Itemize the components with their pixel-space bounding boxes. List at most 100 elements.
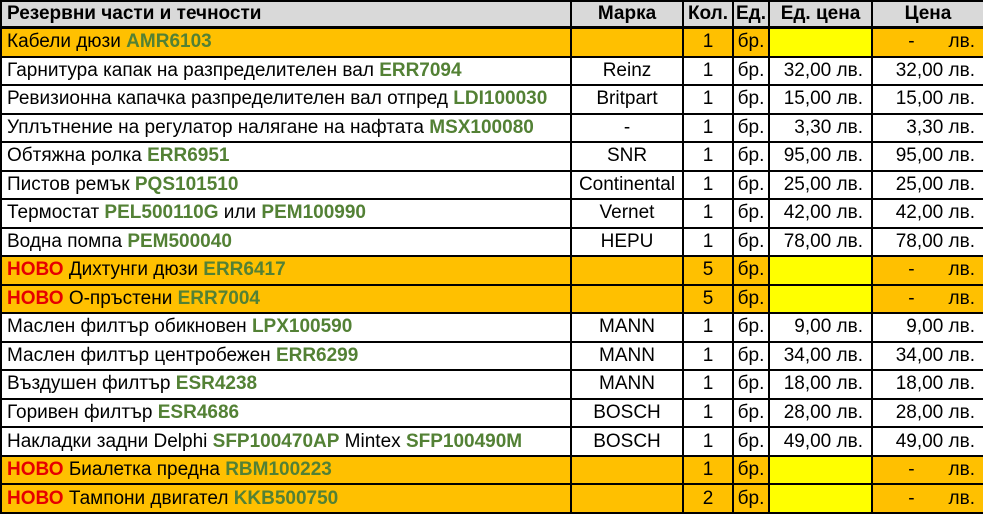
brand-cell[interactable] — [570, 454, 684, 486]
price-cell[interactable]: 18,00 лв. — [871, 369, 983, 400]
part-name-cell[interactable]: Водна помпа PEM500040 — [0, 226, 572, 258]
part-name-cell[interactable]: Маслен филтър обикновен LPX100590 — [0, 312, 572, 343]
price-cell[interactable]: 95,00 лв. — [871, 141, 983, 172]
unit-cell[interactable]: бр. — [732, 226, 770, 258]
part-name-cell[interactable]: Накладки задни Delphi SFP100470AP Mintex… — [0, 426, 572, 457]
price-cell[interactable]: - лв. — [871, 454, 983, 486]
quantity-cell[interactable]: 1 — [682, 340, 734, 372]
column-header-unit-price[interactable]: Ед. цена — [768, 0, 873, 29]
unit-cell[interactable]: бр. — [732, 483, 770, 514]
price-cell[interactable]: 32,00 лв. — [871, 55, 983, 87]
unit-cell[interactable]: бр. — [732, 340, 770, 372]
quantity-cell[interactable]: 1 — [682, 426, 734, 457]
quantity-cell[interactable]: 5 — [682, 283, 734, 315]
brand-cell[interactable] — [570, 255, 684, 286]
unit-price-cell[interactable] — [768, 283, 873, 315]
part-name-cell[interactable]: Ревизионна капачка разпределителен вал о… — [0, 84, 572, 115]
brand-cell[interactable]: Reinz — [570, 55, 684, 87]
unit-price-cell[interactable]: 25,00 лв. — [768, 169, 873, 201]
price-cell[interactable]: 49,00 лв. — [871, 426, 983, 457]
unit-cell[interactable]: бр. — [732, 454, 770, 486]
quantity-cell[interactable]: 5 — [682, 255, 734, 286]
part-name-cell[interactable]: НОВО Тампони двигател KKB500750 — [0, 483, 572, 514]
price-cell[interactable]: - лв. — [871, 283, 983, 315]
brand-cell[interactable]: Vernet — [570, 198, 684, 229]
part-name-cell[interactable]: Горивен филтър ESR4686 — [0, 397, 572, 429]
brand-cell[interactable]: SNR — [570, 141, 684, 172]
price-cell[interactable]: 78,00 лв. — [871, 226, 983, 258]
brand-cell[interactable]: MANN — [570, 340, 684, 372]
part-name-cell[interactable]: Термостат PEL500110G или PEM100990 — [0, 198, 572, 229]
unit-price-cell[interactable]: 78,00 лв. — [768, 226, 873, 258]
unit-price-cell[interactable] — [768, 483, 873, 514]
part-name-cell[interactable]: Гарнитура капак на разпределителен вал E… — [0, 55, 572, 87]
part-name-cell[interactable]: Маслен филтър центробежен ERR6299 — [0, 340, 572, 372]
quantity-cell[interactable]: 1 — [682, 55, 734, 87]
unit-price-cell[interactable]: 34,00 лв. — [768, 340, 873, 372]
unit-price-cell[interactable]: 49,00 лв. — [768, 426, 873, 457]
part-name-cell[interactable]: Кабели дюзи AMR6103 — [0, 26, 572, 58]
column-header-brand[interactable]: Марка — [570, 0, 684, 29]
unit-price-cell[interactable]: 32,00 лв. — [768, 55, 873, 87]
column-header-name[interactable]: Резервни части и течности — [0, 0, 572, 29]
part-name-cell[interactable]: НОВО Биалетка предна RBM100223 — [0, 454, 572, 486]
unit-cell[interactable]: бр. — [732, 26, 770, 58]
price-cell[interactable]: 9,00 лв. — [871, 312, 983, 343]
part-name-cell[interactable]: НОВО О-пръстени ERR7004 — [0, 283, 572, 315]
brand-cell[interactable]: MANN — [570, 312, 684, 343]
unit-price-cell[interactable]: 95,00 лв. — [768, 141, 873, 172]
part-name-cell[interactable]: Въздушен филтър ESR4238 — [0, 369, 572, 400]
unit-cell[interactable]: бр. — [732, 141, 770, 172]
unit-cell[interactable]: бр. — [732, 55, 770, 87]
price-cell[interactable]: - лв. — [871, 255, 983, 286]
quantity-cell[interactable]: 1 — [682, 141, 734, 172]
quantity-cell[interactable]: 1 — [682, 112, 734, 144]
unit-price-cell[interactable]: 42,00 лв. — [768, 198, 873, 229]
quantity-cell[interactable]: 1 — [682, 454, 734, 486]
unit-cell[interactable]: бр. — [732, 426, 770, 457]
price-cell[interactable]: 3,30 лв. — [871, 112, 983, 144]
quantity-cell[interactable]: 1 — [682, 312, 734, 343]
column-header-qty[interactable]: Кол. — [682, 0, 734, 29]
brand-cell[interactable]: Continental — [570, 169, 684, 201]
price-cell[interactable]: 42,00 лв. — [871, 198, 983, 229]
quantity-cell[interactable]: 2 — [682, 483, 734, 514]
unit-cell[interactable]: бр. — [732, 312, 770, 343]
unit-price-cell[interactable]: 28,00 лв. — [768, 397, 873, 429]
price-cell[interactable]: 34,00 лв. — [871, 340, 983, 372]
price-cell[interactable]: - лв. — [871, 483, 983, 514]
unit-cell[interactable]: бр. — [732, 169, 770, 201]
unit-cell[interactable]: бр. — [732, 283, 770, 315]
unit-price-cell[interactable] — [768, 255, 873, 286]
quantity-cell[interactable]: 1 — [682, 26, 734, 58]
brand-cell[interactable]: MANN — [570, 369, 684, 400]
column-header-unit[interactable]: Ед. — [732, 0, 770, 29]
unit-price-cell[interactable]: 15,00 лв. — [768, 84, 873, 115]
price-cell[interactable]: 15,00 лв. — [871, 84, 983, 115]
part-name-cell[interactable]: Обтяжна ролка ERR6951 — [0, 141, 572, 172]
brand-cell[interactable]: - — [570, 112, 684, 144]
brand-cell[interactable]: Britpart — [570, 84, 684, 115]
unit-cell[interactable]: бр. — [732, 397, 770, 429]
brand-cell[interactable]: BOSCH — [570, 397, 684, 429]
part-name-cell[interactable]: НОВО Дихтунги дюзи ERR6417 — [0, 255, 572, 286]
quantity-cell[interactable]: 1 — [682, 226, 734, 258]
unit-price-cell[interactable]: 9,00 лв. — [768, 312, 873, 343]
price-cell[interactable]: 25,00 лв. — [871, 169, 983, 201]
quantity-cell[interactable]: 1 — [682, 169, 734, 201]
quantity-cell[interactable]: 1 — [682, 84, 734, 115]
unit-price-cell[interactable]: 18,00 лв. — [768, 369, 873, 400]
unit-cell[interactable]: бр. — [732, 369, 770, 400]
unit-cell[interactable]: бр. — [732, 112, 770, 144]
unit-cell[interactable]: бр. — [732, 84, 770, 115]
part-name-cell[interactable]: Уплътнение на регулатор налягане на нафт… — [0, 112, 572, 144]
brand-cell[interactable]: HEPU — [570, 226, 684, 258]
price-cell[interactable]: - лв. — [871, 26, 983, 58]
part-name-cell[interactable]: Пистов ремък PQS101510 — [0, 169, 572, 201]
unit-price-cell[interactable]: 3,30 лв. — [768, 112, 873, 144]
brand-cell[interactable] — [570, 26, 684, 58]
unit-price-cell[interactable] — [768, 26, 873, 58]
unit-price-cell[interactable] — [768, 454, 873, 486]
brand-cell[interactable] — [570, 483, 684, 514]
price-cell[interactable]: 28,00 лв. — [871, 397, 983, 429]
